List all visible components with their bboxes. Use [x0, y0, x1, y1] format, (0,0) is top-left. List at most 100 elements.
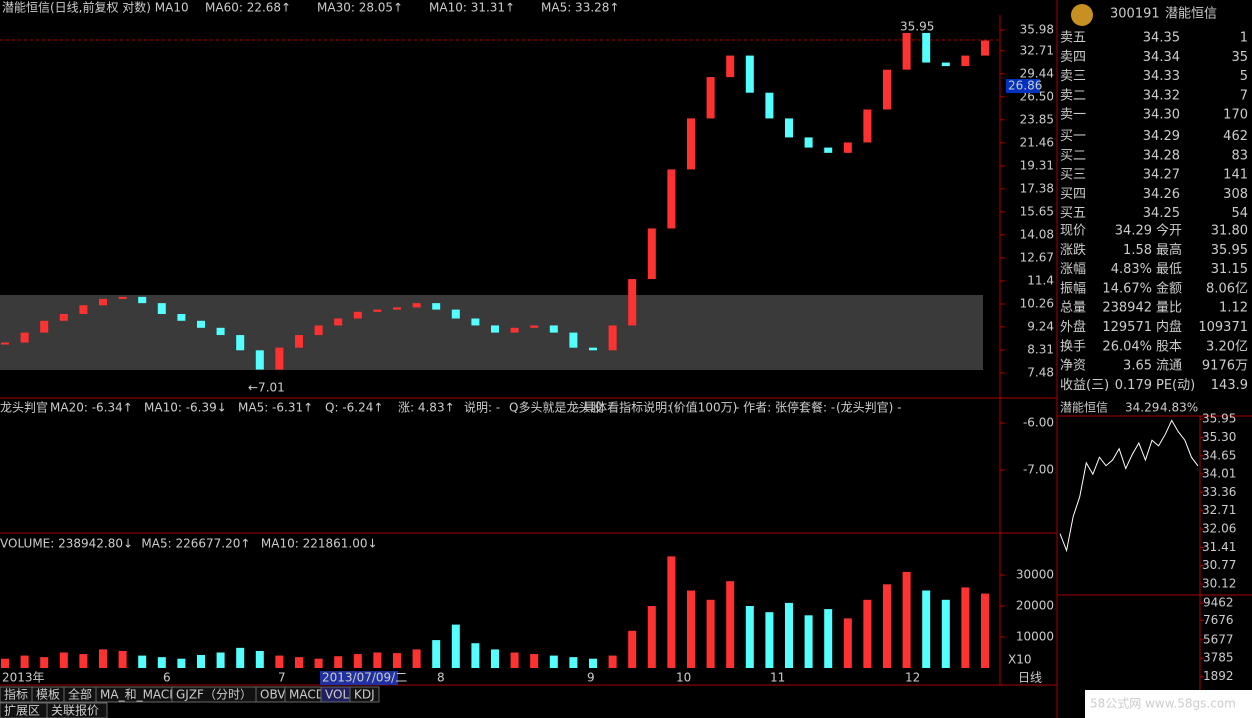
current-price-marker: 26.86 — [1008, 79, 1042, 93]
volume-bar — [745, 606, 754, 668]
y-tick-label: -7.00 — [1023, 463, 1054, 477]
book-price: 34.28 — [1143, 148, 1180, 163]
y-tick-label: 10.26 — [1020, 296, 1054, 310]
stat-label: 今开 — [1156, 223, 1182, 239]
volume-bar — [157, 657, 166, 668]
volume-bar — [353, 654, 362, 668]
indicator-name: 龙头判官 — [0, 400, 48, 415]
tab[interactable] — [349, 686, 380, 703]
y-tick-label: 29.44 — [1020, 66, 1054, 80]
stock-code: 300191 — [1110, 7, 1160, 22]
book-volume: 1 — [1240, 31, 1248, 46]
volume-bar — [373, 652, 382, 668]
book-price: 34.26 — [1143, 187, 1180, 202]
watermark-bg — [1085, 690, 1252, 718]
stat-value: 0.179 — [1115, 378, 1152, 393]
volume-bar — [569, 657, 578, 668]
tab-label[interactable]: 全部 — [68, 687, 92, 702]
y-tick-label: 11.4 — [1027, 273, 1054, 287]
candle — [275, 347, 284, 370]
volume-bar — [530, 654, 539, 668]
candle — [118, 296, 127, 299]
volume-bar — [804, 615, 813, 668]
volume-bar — [824, 609, 833, 668]
volume-bar — [765, 612, 774, 668]
tab-label[interactable]: MACD — [289, 688, 325, 702]
volume-bar — [726, 581, 735, 668]
volume-bar — [79, 654, 88, 668]
volume-bar — [20, 655, 29, 668]
y-tick-label: 14.08 — [1020, 227, 1054, 241]
y-tick-label: 9462 — [1203, 596, 1234, 610]
tab-label[interactable]: VOL — [325, 688, 349, 702]
intraday-change: 4.83% — [1160, 401, 1198, 415]
tab-label[interactable]: KDJ — [354, 688, 375, 702]
ma-label: MA60: 22.68↑ — [205, 1, 291, 15]
tab-label[interactable]: GJZF（分时） — [176, 688, 252, 702]
volume-bar — [863, 599, 872, 668]
candle — [608, 325, 617, 351]
x-tick-label: 2013年 — [2, 671, 45, 685]
stat-label: 金额 — [1156, 280, 1182, 296]
candle — [236, 335, 245, 351]
indicator-label: MA5: -6.31↑ — [238, 401, 313, 415]
candle — [785, 118, 793, 138]
y-tick-label: 30.77 — [1202, 558, 1236, 572]
watermark: 58公式网 www.58gs.com — [1090, 697, 1236, 711]
ma-label: MA10: 31.31↑ — [429, 1, 515, 15]
volume-bar — [471, 643, 480, 668]
candle — [549, 325, 558, 333]
tab-label[interactable]: 模板 — [36, 688, 60, 702]
volume-bar — [40, 657, 49, 668]
indicator-label: 说明: - — [464, 400, 500, 415]
tab-label[interactable]: 指标 — [4, 687, 28, 702]
candle — [314, 325, 323, 336]
volume-bar — [647, 606, 656, 668]
volume-bar — [883, 584, 891, 668]
stat-value: 31.80 — [1211, 224, 1248, 239]
book-volume: 35 — [1231, 50, 1248, 65]
book-label: 卖三 — [1060, 69, 1086, 84]
book-label: 买四 — [1060, 187, 1086, 202]
candle — [412, 303, 421, 308]
tab-label[interactable]: MA_和_MACD — [100, 688, 179, 702]
book-label: 买二 — [1060, 148, 1086, 163]
tab-label[interactable]: 扩展区 — [4, 704, 40, 718]
indicator-label: (龙头判官) - — [836, 400, 902, 415]
stat-label: 净资 — [1060, 359, 1086, 374]
volume-bar — [197, 654, 205, 668]
x-tick-label: 10 — [676, 671, 691, 685]
y-tick-label: 10000 — [1016, 630, 1054, 644]
book-label: 卖五 — [1060, 31, 1086, 46]
candle — [745, 55, 754, 93]
book-volume: 5 — [1240, 69, 1248, 84]
indicator-label: (价值100万) — [669, 400, 737, 415]
volume-label: MA5: 226677.20↑ — [141, 537, 250, 551]
volume-bar — [510, 652, 519, 668]
volume-bar — [177, 658, 186, 668]
stat-value: 9176万 — [1202, 359, 1248, 374]
candle — [451, 309, 460, 319]
candle — [138, 296, 147, 304]
y-tick-label: 35.30 — [1202, 430, 1236, 444]
x-tick-label: 9 — [587, 671, 595, 685]
candle — [255, 350, 264, 370]
stat-value: 1.58 — [1123, 243, 1152, 258]
y-tick-label: 3785 — [1203, 651, 1234, 665]
tab-label[interactable]: OBV — [260, 688, 286, 702]
intraday-price: 34.29 — [1125, 401, 1159, 415]
candle — [687, 118, 695, 170]
tab[interactable] — [46, 702, 108, 718]
volume-bar — [255, 650, 264, 668]
volume-bar — [589, 658, 597, 668]
tab-label[interactable]: 关联报价 — [51, 703, 99, 718]
stat-label: 换手 — [1060, 339, 1086, 354]
volume-bar — [961, 587, 970, 668]
stat-label: 现价 — [1060, 224, 1086, 239]
price-marker-bg — [1006, 79, 1040, 93]
volume-label: MA10: 221861.00↓ — [261, 537, 378, 551]
stat-label: 最低 — [1156, 262, 1182, 277]
book-volume: 141 — [1223, 168, 1248, 183]
stat-value: 3.65 — [1123, 359, 1152, 374]
x-tick-label: 12 — [905, 671, 920, 685]
